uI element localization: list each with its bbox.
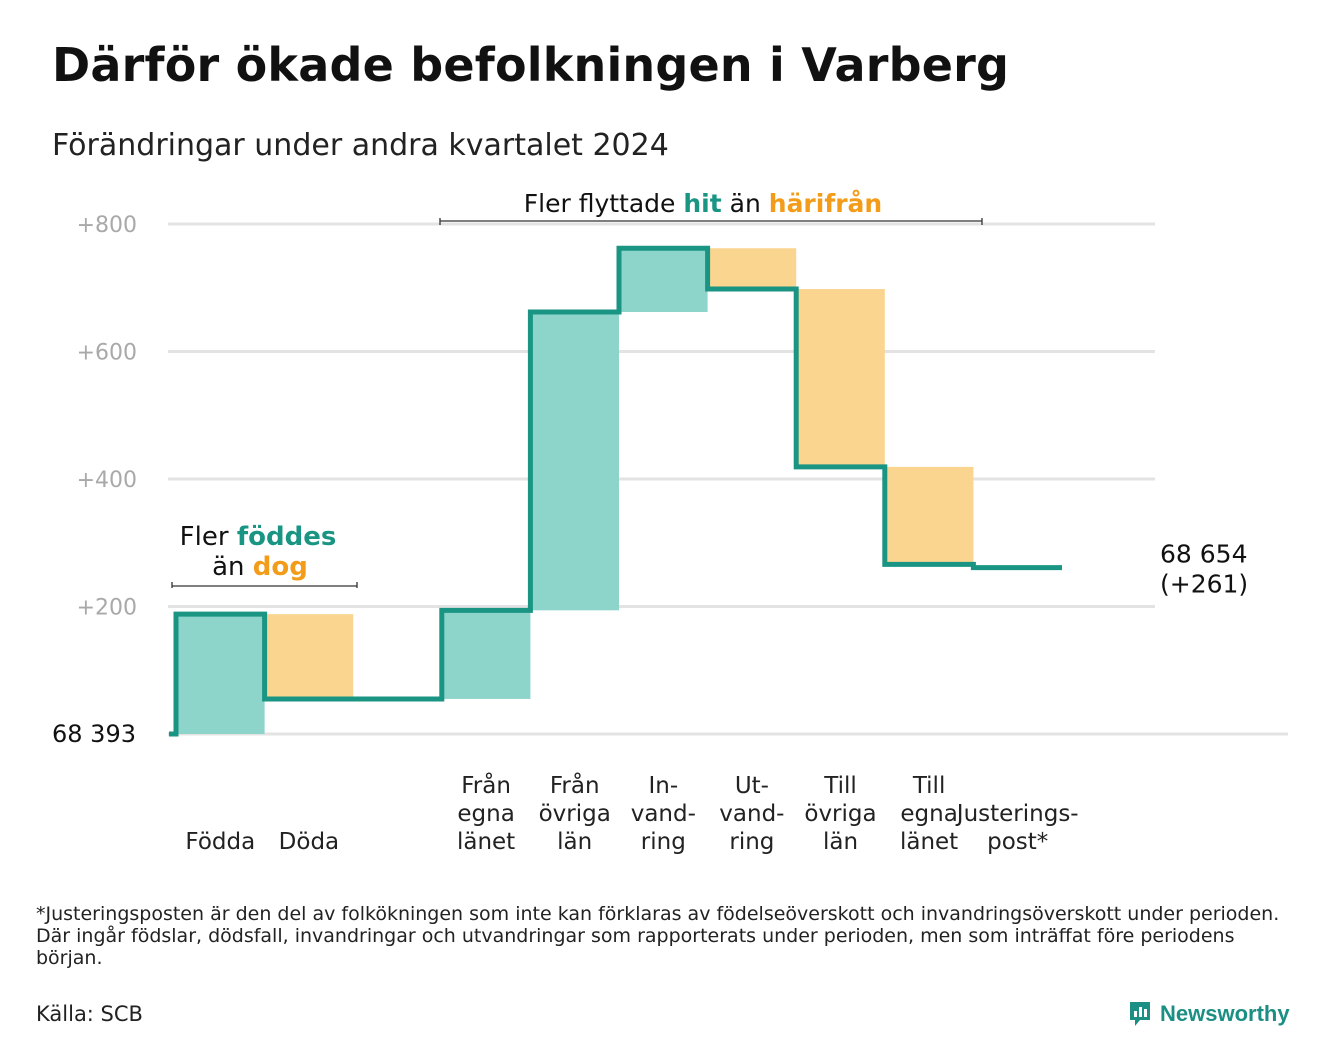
category-label: Till: [823, 773, 857, 799]
newsworthy-logo-icon: [1130, 1002, 1150, 1026]
waterfall-bar: [798, 289, 885, 467]
annotation-migration-highlight-away: härifrån: [769, 189, 882, 218]
category-label: övriga: [804, 801, 876, 827]
source-label: Källa: SCB: [36, 1002, 143, 1026]
annotation-births-deaths: Fler föddes än dog: [171, 522, 358, 588]
footnote: *Justeringsposten är den del av folkökni…: [36, 903, 1280, 969]
waterfall-bar: [176, 614, 265, 734]
y-tick-label: +400: [77, 468, 137, 493]
cumulative-step-line: [169, 245, 1062, 737]
waterfall-bar: [441, 610, 531, 699]
category-label: övriga: [539, 801, 611, 827]
baseline-value-label: 68 393: [52, 720, 136, 748]
annotation-bracket-births: [171, 582, 358, 588]
chart-title: Därför ökade befolkningen i Varberg: [52, 38, 1010, 92]
category-label: ring: [729, 829, 774, 855]
category-label: Döda: [279, 829, 339, 855]
category-label: ring: [641, 829, 686, 855]
brand-name: Newsworthy: [1160, 1001, 1290, 1026]
waterfall-bar: [266, 614, 354, 699]
category-label: länet: [457, 829, 515, 855]
category-label: Födda: [185, 829, 255, 855]
annotation-births-text-1: Fler: [180, 522, 237, 552]
annotation-deaths-highlight: dog: [253, 552, 308, 582]
category-label: egna: [900, 801, 957, 827]
y-tick-label: +200: [77, 596, 137, 621]
category-label: län: [823, 829, 858, 855]
annotation-births-text-2: än: [212, 552, 253, 582]
category-label: In-: [648, 773, 678, 799]
waterfall-bar: [530, 311, 619, 611]
waterfall-bar: [886, 466, 974, 565]
category-label: Från: [550, 771, 600, 799]
annotation-migration-text-1: Fler flyttade: [524, 189, 684, 218]
annotation-migration-text-2: än: [722, 189, 769, 218]
category-label: Justerings-: [955, 801, 1079, 827]
y-tick-label: +600: [77, 341, 137, 366]
annotation-migration: Fler flyttade hit än härifrån: [439, 189, 983, 225]
svg-text:Fler flyttade hit än härifrån: Fler flyttade hit än härifrån: [524, 189, 882, 218]
category-label: vand-: [631, 801, 696, 827]
y-tick-label: +800: [77, 213, 137, 238]
category-label: post*: [987, 829, 1048, 855]
end-value-label: (+261): [1160, 570, 1248, 599]
brand-logo: Newsworthy: [1128, 998, 1290, 1030]
end-value-label: 68 654: [1160, 540, 1247, 569]
annotation-bracket-migration: [439, 218, 983, 225]
category-label: län: [557, 829, 592, 855]
annotation-births-highlight: föddes: [237, 522, 337, 552]
category-label: Från: [461, 771, 511, 799]
category-label: Till: [912, 773, 946, 799]
waterfall-bar: [709, 248, 797, 290]
category-label: egna: [457, 801, 514, 827]
annotation-migration-highlight-hit: hit: [683, 189, 721, 218]
category-label: länet: [900, 829, 958, 855]
category-label: Ut-: [735, 773, 769, 799]
chart-subtitle: Förändringar under andra kvartalet 2024: [52, 128, 669, 163]
svg-text:än dog: än dog: [212, 552, 308, 582]
waterfall-bar: [619, 248, 708, 312]
svg-text:Fler föddes: Fler föddes: [180, 522, 337, 552]
category-label: vand-: [719, 801, 784, 827]
